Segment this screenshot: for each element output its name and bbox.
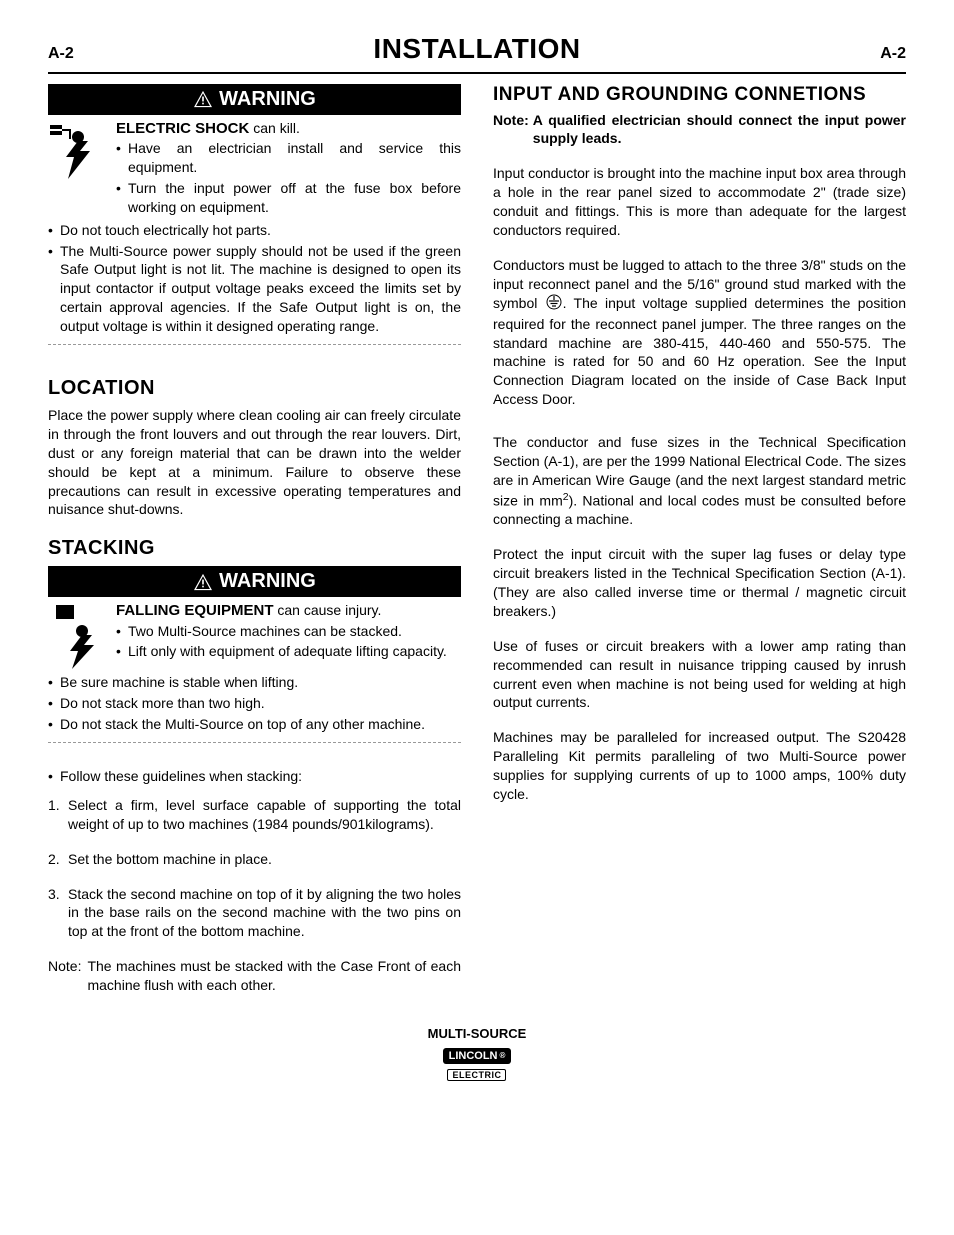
warning-bar-falling: WARNING bbox=[48, 566, 461, 597]
warning-bar-shock: WARNING bbox=[48, 84, 461, 115]
qualified-electrician-note: Note: A qualified electrician should con… bbox=[493, 111, 906, 149]
dashed-separator bbox=[48, 344, 461, 345]
shock-hazard-block: ELECTRIC SHOCK can kill. Have an electri… bbox=[48, 119, 461, 219]
bullet-item: The Multi-Source power supply should not… bbox=[48, 242, 461, 336]
warning-label: WARNING bbox=[219, 568, 316, 595]
bullet-item: Two Multi-Source machines can be stacked… bbox=[116, 622, 461, 641]
bullet-item: Be sure machine is stable when lifting. bbox=[48, 673, 461, 692]
falling-equipment-icon bbox=[48, 601, 108, 671]
shock-inner-bullets: Have an electrician install and service … bbox=[116, 139, 461, 217]
falling-hazard-title: FALLING EQUIPMENT bbox=[116, 602, 274, 619]
step-item: Stack the second machine on top of it by… bbox=[48, 885, 461, 942]
warning-triangle-icon bbox=[193, 90, 213, 108]
shock-hazard-tail: can kill. bbox=[249, 120, 300, 136]
stacking-steps: Select a firm, level surface capable of … bbox=[48, 796, 461, 941]
right-p5: Use of fuses or circuit breakers with a … bbox=[493, 637, 906, 713]
logo-brand-bottom: ELECTRIC bbox=[447, 1069, 506, 1081]
shock-hazard-title: ELECTRIC SHOCK bbox=[116, 120, 249, 137]
footer-product-name: MULTI-SOURCE bbox=[48, 1025, 906, 1043]
bullet-item: Do not stack the Multi-Source on top of … bbox=[48, 715, 461, 734]
right-p6: Machines may be paralleled for increased… bbox=[493, 728, 906, 804]
warning-triangle-icon bbox=[193, 573, 213, 591]
left-column: WARNING ELECTRIC SHOCK can kill. Have an… bbox=[48, 84, 461, 995]
bullet-item: Turn the input power off at the fuse box… bbox=[116, 179, 461, 217]
stacking-heading: STACKING bbox=[48, 535, 461, 562]
bullet-item: Do not stack more than two high. bbox=[48, 694, 461, 713]
page-number-right: A-2 bbox=[880, 43, 906, 65]
stacking-note: Note: The machines must be stacked with … bbox=[48, 957, 461, 995]
page-footer: MULTI-SOURCE LINCOLN® ELECTRIC bbox=[48, 1025, 906, 1083]
falling-hazard-block: FALLING EQUIPMENT can cause injury. Two … bbox=[48, 601, 461, 671]
page-header: A-2 INSTALLATION A-2 bbox=[48, 30, 906, 74]
bullet-item: Lift only with equipment of adequate lif… bbox=[116, 642, 461, 661]
falling-hazard-text: FALLING EQUIPMENT can cause injury. Two … bbox=[116, 601, 461, 663]
right-p2: Conductors must be lugged to attach to t… bbox=[493, 256, 906, 409]
stacking-follow-bullet: Follow these guidelines when stacking: bbox=[48, 767, 461, 786]
bullet-item: Do not touch electrically hot parts. bbox=[48, 221, 461, 240]
note-label: Note: bbox=[48, 957, 81, 995]
page-title: INSTALLATION bbox=[373, 30, 580, 68]
location-heading: LOCATION bbox=[48, 375, 461, 402]
falling-inner-bullets: Two Multi-Source machines can be stacked… bbox=[116, 622, 461, 662]
note-body: The machines must be stacked with the Ca… bbox=[87, 957, 461, 995]
input-grounding-heading: INPUT AND GROUNDING CONNETIONS bbox=[493, 84, 906, 107]
main-columns: WARNING ELECTRIC SHOCK can kill. Have an… bbox=[48, 84, 906, 995]
location-body: Place the power supply where clean cooli… bbox=[48, 406, 461, 519]
note-body: A qualified electrician should connect t… bbox=[533, 111, 906, 149]
step-item: Set the bottom machine in place. bbox=[48, 850, 461, 869]
falling-outer-bullets: Be sure machine is stable when lifting. … bbox=[48, 673, 461, 734]
shock-hazard-text: ELECTRIC SHOCK can kill. Have an electri… bbox=[116, 119, 461, 219]
page-number-left: A-2 bbox=[48, 43, 74, 65]
ground-symbol-icon bbox=[545, 294, 563, 315]
shock-outer-bullets: Do not touch electrically hot parts. The… bbox=[48, 221, 461, 336]
right-p1: Input conductor is brought into the mach… bbox=[493, 164, 906, 240]
electric-shock-icon bbox=[48, 119, 108, 189]
right-p4: Protect the input circuit with the super… bbox=[493, 545, 906, 621]
right-p3: The conductor and fuse sizes in the Tech… bbox=[493, 433, 906, 529]
warning-label: WARNING bbox=[219, 86, 316, 113]
falling-hazard-tail: can cause injury. bbox=[274, 602, 382, 618]
bullet-item: Have an electrician install and service … bbox=[116, 139, 461, 177]
logo-brand-top: LINCOLN bbox=[449, 1049, 498, 1064]
step-item: Select a firm, level surface capable of … bbox=[48, 796, 461, 834]
lincoln-electric-logo: LINCOLN® ELECTRIC bbox=[443, 1045, 512, 1084]
dashed-separator bbox=[48, 742, 461, 743]
right-column: INPUT AND GROUNDING CONNETIONS Note: A q… bbox=[493, 84, 906, 995]
note-label: Note: bbox=[493, 111, 529, 149]
bullet-item: Follow these guidelines when stacking: bbox=[48, 767, 461, 786]
